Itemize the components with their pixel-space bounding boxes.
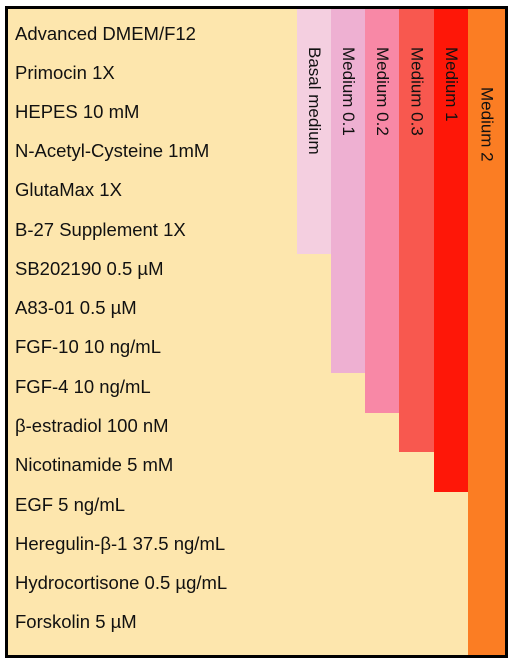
ingredient-label: FGF-10 10 ng/mL <box>15 336 162 357</box>
medium-2-column: Medium 2 <box>468 9 505 655</box>
ingredient-label: Nicotinamide 5 mM <box>15 454 174 475</box>
medium-1-label: Medium 1 <box>442 47 461 122</box>
ingredient-label: B-27 Supplement 1X <box>15 219 186 240</box>
basal-medium-label: Basal medium <box>305 47 324 155</box>
ingredient-label: β-estradiol 100 nM <box>15 415 169 436</box>
medium-2-label: Medium 2 <box>477 87 497 162</box>
ingredient-label: A83-01 0.5 µM <box>15 297 137 318</box>
ingredient-label: Advanced DMEM/F12 <box>15 23 196 44</box>
medium-0-3-column: Medium 0.3 <box>399 9 434 452</box>
medium-0-2-column: Medium 0.2 <box>365 9 399 413</box>
ingredient-list: Advanced DMEM/F12 Primocin 1X HEPES 10 m… <box>8 9 308 655</box>
ingredient-label: FGF-4 10 ng/mL <box>15 376 151 397</box>
ingredient-label: Heregulin-β-1 37.5 ng/mL <box>15 533 226 554</box>
ingredient-label: Primocin 1X <box>15 62 115 83</box>
ingredient-label: N-Acetyl-Cysteine 1mM <box>15 140 210 161</box>
medium-0-3-label: Medium 0.3 <box>407 47 427 136</box>
medium-1-column: Medium 1 <box>434 9 468 492</box>
ingredient-label: HEPES 10 mM <box>15 101 140 122</box>
ingredient-label: Hydrocortisone 0.5 µg/mL <box>15 572 228 593</box>
ingredient-label: GlutaMax 1X <box>15 179 122 200</box>
medium-0-2-label: Medium 0.2 <box>373 47 392 136</box>
medium-0-1-label: Medium 0.1 <box>339 47 358 136</box>
media-composition-diagram: Advanced DMEM/F12 Primocin 1X HEPES 10 m… <box>5 6 508 658</box>
basal-medium-column: Basal medium <box>297 9 331 254</box>
ingredient-label: Forskolin 5 µM <box>15 611 137 632</box>
ingredient-label: EGF 5 ng/mL <box>15 494 126 515</box>
ingredient-label: SB202190 0.5 µM <box>15 258 164 279</box>
medium-0-1-column: Medium 0.1 <box>331 9 365 373</box>
